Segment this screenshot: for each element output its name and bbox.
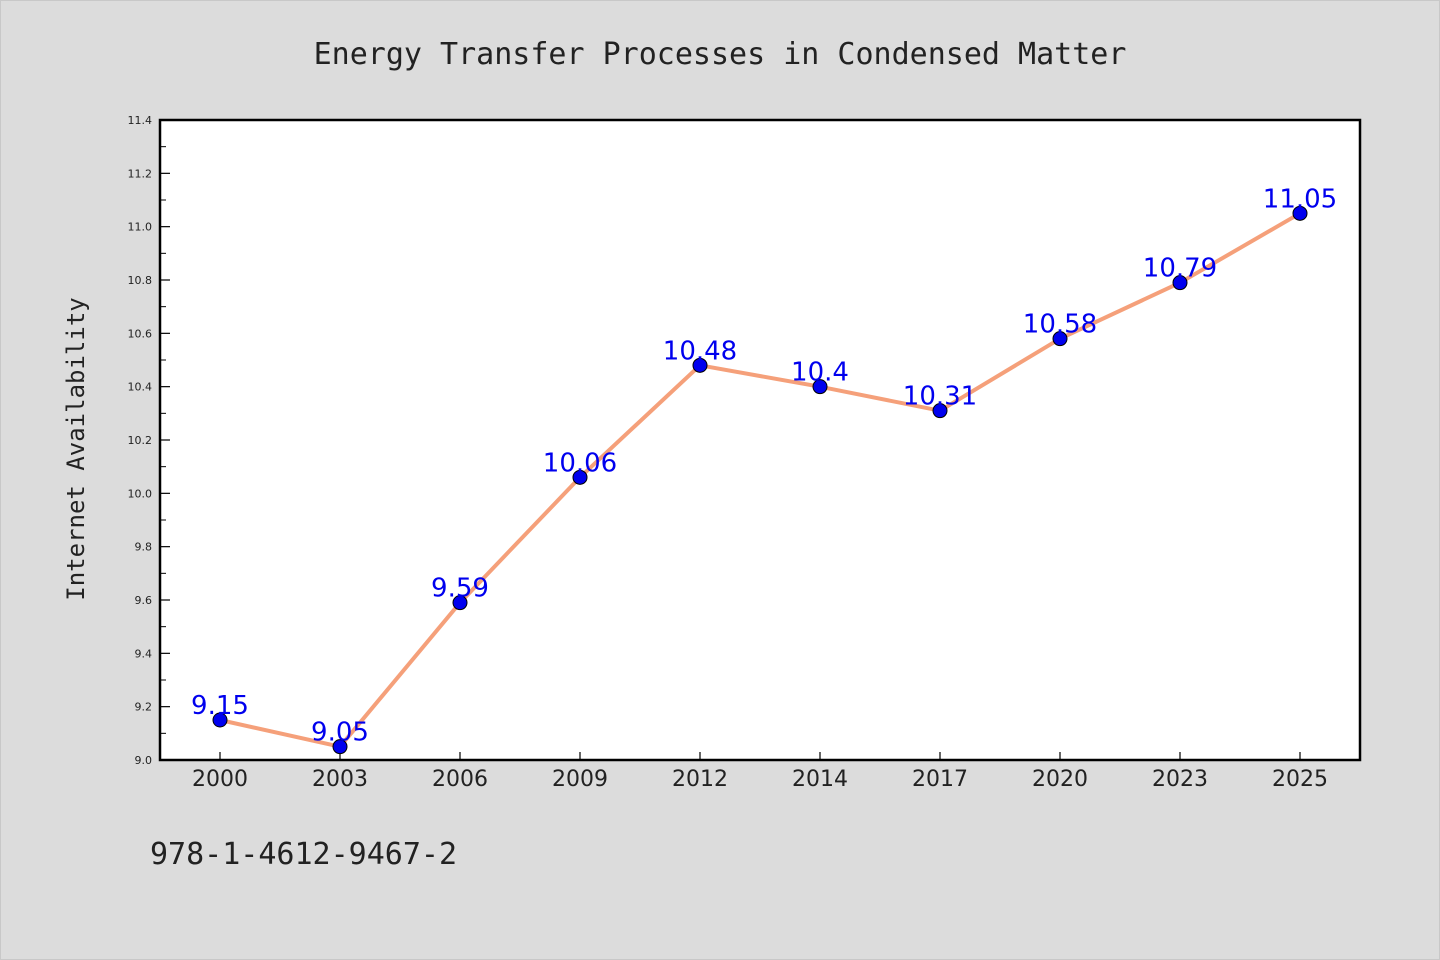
x-tick-label: 2014 bbox=[792, 767, 848, 792]
y-tick-label: 9.0 bbox=[135, 754, 153, 767]
data-label: 9.15 bbox=[191, 691, 249, 721]
data-point bbox=[812, 379, 828, 395]
data-point bbox=[572, 469, 588, 485]
data-label: 10.79 bbox=[1143, 254, 1217, 284]
series-line bbox=[218, 211, 1302, 749]
y-tick-label: 10.2 bbox=[128, 434, 153, 447]
data-point bbox=[1172, 275, 1188, 291]
plot-frame bbox=[158, 118, 1362, 762]
data-label: 10.4 bbox=[791, 358, 849, 388]
data-label: 10.58 bbox=[1023, 310, 1097, 340]
data-labels-group: 9.15 9.05 9.59 10.06 10.48 10.4 10.31 10.58 10.7… bbox=[191, 184, 1337, 747]
chart-title: Energy Transfer Processes in Condensed M… bbox=[314, 37, 1127, 72]
series-line-group bbox=[218, 211, 1302, 749]
x-axis-ticks: 2000 2003 2006 2009 2012 2014 2017 2020 2023 2025 bbox=[192, 752, 1328, 792]
x-tick-label: 2003 bbox=[312, 767, 368, 792]
data-point bbox=[692, 357, 708, 373]
y-tick-label: 11.2 bbox=[128, 167, 153, 180]
x-tick-label: 2012 bbox=[672, 767, 728, 792]
x-tick-label: 2017 bbox=[912, 767, 968, 792]
x-tick-label: 2000 bbox=[192, 767, 248, 792]
y-axis-label: Internet Availability bbox=[62, 297, 90, 600]
data-point bbox=[1052, 331, 1068, 347]
data-label: 10.31 bbox=[903, 382, 977, 412]
data-point bbox=[932, 403, 948, 419]
data-point bbox=[1292, 205, 1308, 221]
x-tick-label: 2020 bbox=[1032, 767, 1088, 792]
y-tick-label: 10.6 bbox=[128, 327, 153, 340]
data-point bbox=[452, 595, 468, 611]
data-label: 11.05 bbox=[1263, 184, 1337, 214]
x-tick-label: 2025 bbox=[1272, 767, 1328, 792]
data-label: 10.48 bbox=[663, 336, 737, 366]
data-point bbox=[212, 712, 228, 728]
y-tick-label: 9.6 bbox=[135, 594, 153, 607]
y-tick-label: 10.0 bbox=[128, 487, 153, 500]
y-axis-ticks: 9.0 9.2 9.4 9.6 9.8 10.0 10.2 10.4 10.6 10.8 11.0 1… bbox=[128, 114, 170, 767]
y-tick-label: 9.8 bbox=[135, 541, 153, 554]
y-tick-label: 11.4 bbox=[128, 114, 153, 127]
footer-code: 978-1-4612-9467-2 bbox=[150, 837, 457, 872]
data-point bbox=[332, 739, 348, 755]
y-tick-label: 10.8 bbox=[128, 274, 153, 287]
plot-area bbox=[160, 120, 1360, 760]
y-tick-label: 11.0 bbox=[128, 221, 153, 234]
data-label: 9.05 bbox=[311, 718, 369, 748]
x-tick-label: 2023 bbox=[1152, 767, 1208, 792]
series-points-group bbox=[212, 205, 1308, 755]
data-label: 9.59 bbox=[431, 574, 489, 604]
x-tick-label: 2009 bbox=[552, 767, 608, 792]
data-label: 10.06 bbox=[543, 448, 617, 478]
y-tick-label: 10.4 bbox=[128, 381, 153, 394]
y-tick-label: 9.4 bbox=[135, 647, 153, 660]
x-tick-label: 2006 bbox=[432, 767, 488, 792]
y-tick-label: 9.2 bbox=[135, 701, 153, 714]
